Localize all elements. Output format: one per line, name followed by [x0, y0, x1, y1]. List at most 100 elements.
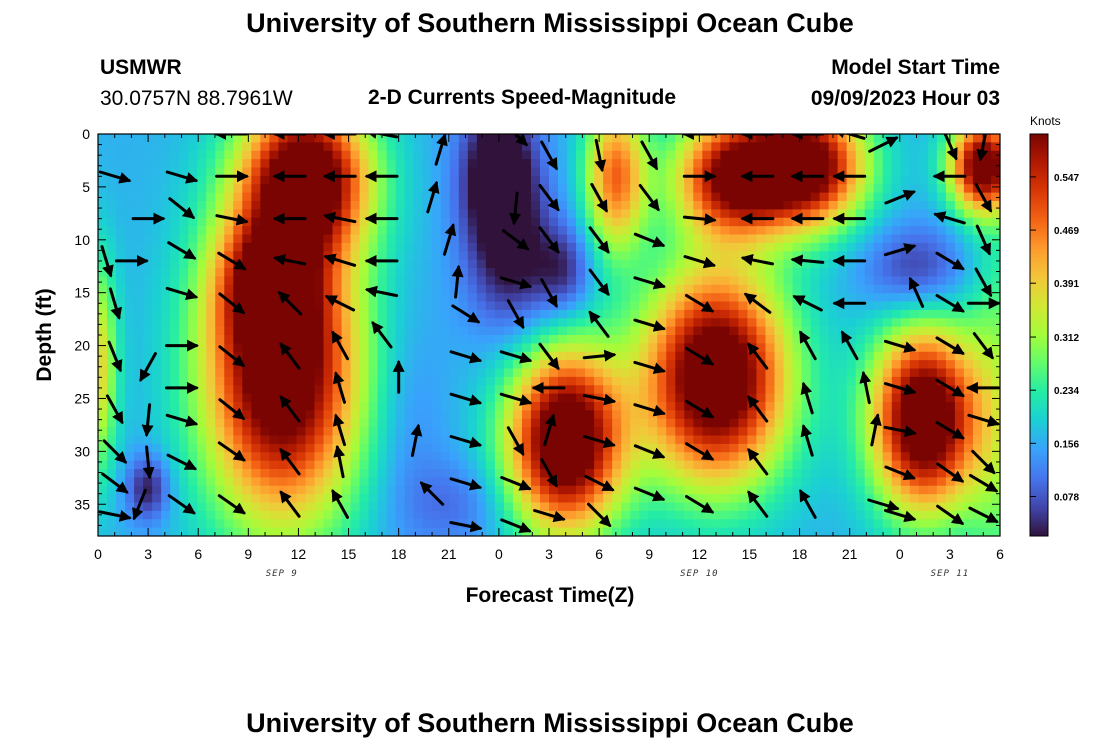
heatmap-cell [693, 167, 703, 177]
heatmap-cell [945, 410, 956, 420]
heatmap-cell [720, 150, 730, 160]
heatmap-cell [720, 175, 730, 185]
heatmap-cell [720, 167, 730, 177]
heatmap-cell [900, 209, 911, 219]
heatmap-cell [431, 242, 442, 252]
heatmap-cell [729, 251, 740, 261]
heatmap-cell [287, 351, 298, 361]
heatmap-cell [954, 251, 965, 261]
heatmap-cell [260, 510, 270, 520]
heatmap-cell [206, 234, 216, 244]
heatmap-cell [783, 167, 794, 177]
heatmap-cell [972, 502, 983, 512]
heatmap-cell [251, 293, 261, 303]
heatmap-cell [765, 485, 776, 495]
heatmap-cell [828, 360, 839, 370]
heatmap-cell [242, 527, 252, 536]
heatmap-cell [143, 251, 153, 261]
heatmap-cell [729, 192, 740, 202]
heatmap-cell [152, 368, 162, 378]
heatmap-cell [188, 259, 198, 269]
current-vector-arrow [833, 134, 866, 140]
heatmap-cell [666, 167, 676, 177]
heatmap-cell [368, 368, 379, 378]
heatmap-cell [747, 242, 758, 252]
heatmap-cell [981, 326, 992, 336]
heatmap-cell [558, 452, 568, 462]
heatmap-cell [413, 368, 424, 378]
heatmap-cell [422, 527, 433, 536]
heatmap-cell [693, 418, 703, 428]
heatmap-cell [395, 217, 406, 227]
current-vector-arrow [449, 477, 483, 491]
heatmap-cell [197, 510, 207, 520]
heatmap-cell [594, 184, 604, 194]
heatmap-cell [792, 209, 803, 219]
heatmap-cell [792, 527, 803, 536]
heatmap-cell [503, 510, 514, 520]
heatmap-cell [269, 284, 279, 294]
heatmap-cell [567, 519, 577, 529]
heatmap-cell [675, 226, 685, 236]
heatmap-cell [152, 452, 162, 462]
heatmap-cell [233, 510, 243, 520]
heatmap-cell [215, 175, 225, 185]
heatmap-cell [215, 226, 225, 236]
heatmap-cell [855, 410, 866, 420]
heatmap-cell [143, 301, 153, 311]
current-vector-arrow [331, 489, 349, 519]
heatmap-cell [404, 326, 415, 336]
heatmap-cell [449, 184, 460, 194]
heatmap-cell [539, 134, 550, 143]
heatmap-cell [98, 134, 108, 143]
heatmap-cell [828, 477, 839, 487]
heatmap-cell [377, 360, 388, 370]
heatmap-cell [783, 284, 794, 294]
heatmap-cell [828, 268, 839, 277]
heatmap-cell [927, 318, 938, 328]
heatmap-cell [864, 167, 875, 177]
heatmap-cell [693, 134, 703, 143]
heatmap-cell [206, 134, 216, 143]
heatmap-cell [711, 201, 721, 210]
heatmap-cell [134, 217, 144, 227]
heatmap-cell [188, 217, 198, 227]
heatmap-cell [855, 335, 866, 344]
heatmap-cell [630, 402, 640, 411]
heatmap-cell [440, 301, 451, 311]
heatmap-cell [368, 335, 379, 344]
heatmap-cell [945, 502, 956, 512]
heatmap-cell [107, 376, 117, 386]
heatmap-cell [666, 276, 676, 286]
heatmap-cell [314, 167, 325, 177]
heatmap-cell [954, 242, 965, 252]
heatmap-cell [107, 234, 117, 244]
heatmap-cell [549, 469, 559, 478]
heatmap-cell [666, 175, 676, 185]
current-vector-arrow [935, 336, 965, 355]
heatmap-cell [900, 402, 911, 411]
heatmap-cell [458, 293, 469, 303]
heatmap-cell [621, 343, 631, 353]
heatmap-cell [810, 293, 821, 303]
heatmap-cell [287, 134, 298, 143]
heatmap-cell [783, 452, 794, 462]
heatmap-cell [350, 376, 361, 386]
heatmap-cell [260, 242, 270, 252]
heatmap-cell [882, 343, 893, 353]
current-vector-arrow [685, 294, 715, 313]
heatmap-cell [530, 510, 541, 520]
heatmap-cell [494, 284, 505, 294]
heatmap-cell [630, 301, 640, 311]
heatmap-cell [612, 326, 622, 336]
heatmap-cell [819, 360, 830, 370]
heatmap-cell [395, 309, 406, 319]
heatmap-cell [260, 427, 270, 437]
heatmap-cell [783, 494, 794, 504]
heatmap-cell [530, 226, 541, 236]
heatmap-cell [197, 519, 207, 529]
heatmap-cell [918, 460, 929, 470]
heatmap-cell [161, 309, 171, 319]
heatmap-cell [720, 142, 730, 152]
heatmap-cell [675, 335, 685, 344]
